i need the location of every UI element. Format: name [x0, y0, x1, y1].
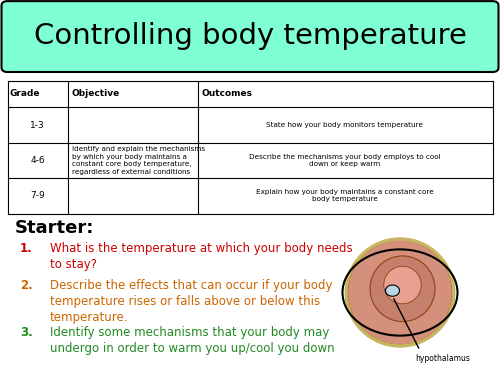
Text: State how your body monitors temperature: State how your body monitors temperature: [266, 122, 424, 128]
Text: 3.: 3.: [20, 326, 33, 339]
Text: What is the temperature at which your body needs
to stay?: What is the temperature at which your bo…: [50, 242, 352, 271]
Text: Describe the mechanisms your body employs to cool
down or keep warm: Describe the mechanisms your body employ…: [249, 154, 441, 167]
Ellipse shape: [348, 240, 453, 345]
Text: 1-3: 1-3: [30, 121, 45, 130]
Text: Controlling body temperature: Controlling body temperature: [34, 22, 467, 50]
Text: 4-6: 4-6: [30, 156, 45, 165]
Text: hypothalamus: hypothalamus: [415, 354, 470, 363]
Text: Grade: Grade: [10, 90, 40, 99]
Text: Outcomes: Outcomes: [202, 90, 252, 99]
Text: Starter:: Starter:: [15, 219, 94, 237]
Text: 7-9: 7-9: [30, 191, 45, 200]
Text: Identify and explain the mechanisms
by which your body maintains a
constant core: Identify and explain the mechanisms by w…: [72, 146, 204, 175]
Ellipse shape: [384, 266, 421, 304]
Text: 1.: 1.: [20, 242, 33, 255]
Text: Explain how your body maintains a constant core
body temperature: Explain how your body maintains a consta…: [256, 189, 434, 202]
Text: Describe the effects that can occur if your body
temperature rises or falls abov: Describe the effects that can occur if y…: [50, 279, 333, 324]
Ellipse shape: [370, 256, 435, 322]
Text: Identify some mechanisms that your body may
undergo in order to warm you up/cool: Identify some mechanisms that your body …: [50, 326, 335, 355]
Ellipse shape: [386, 285, 400, 296]
Text: Objective: Objective: [72, 90, 120, 99]
FancyBboxPatch shape: [2, 1, 498, 72]
Text: 2.: 2.: [20, 279, 33, 292]
